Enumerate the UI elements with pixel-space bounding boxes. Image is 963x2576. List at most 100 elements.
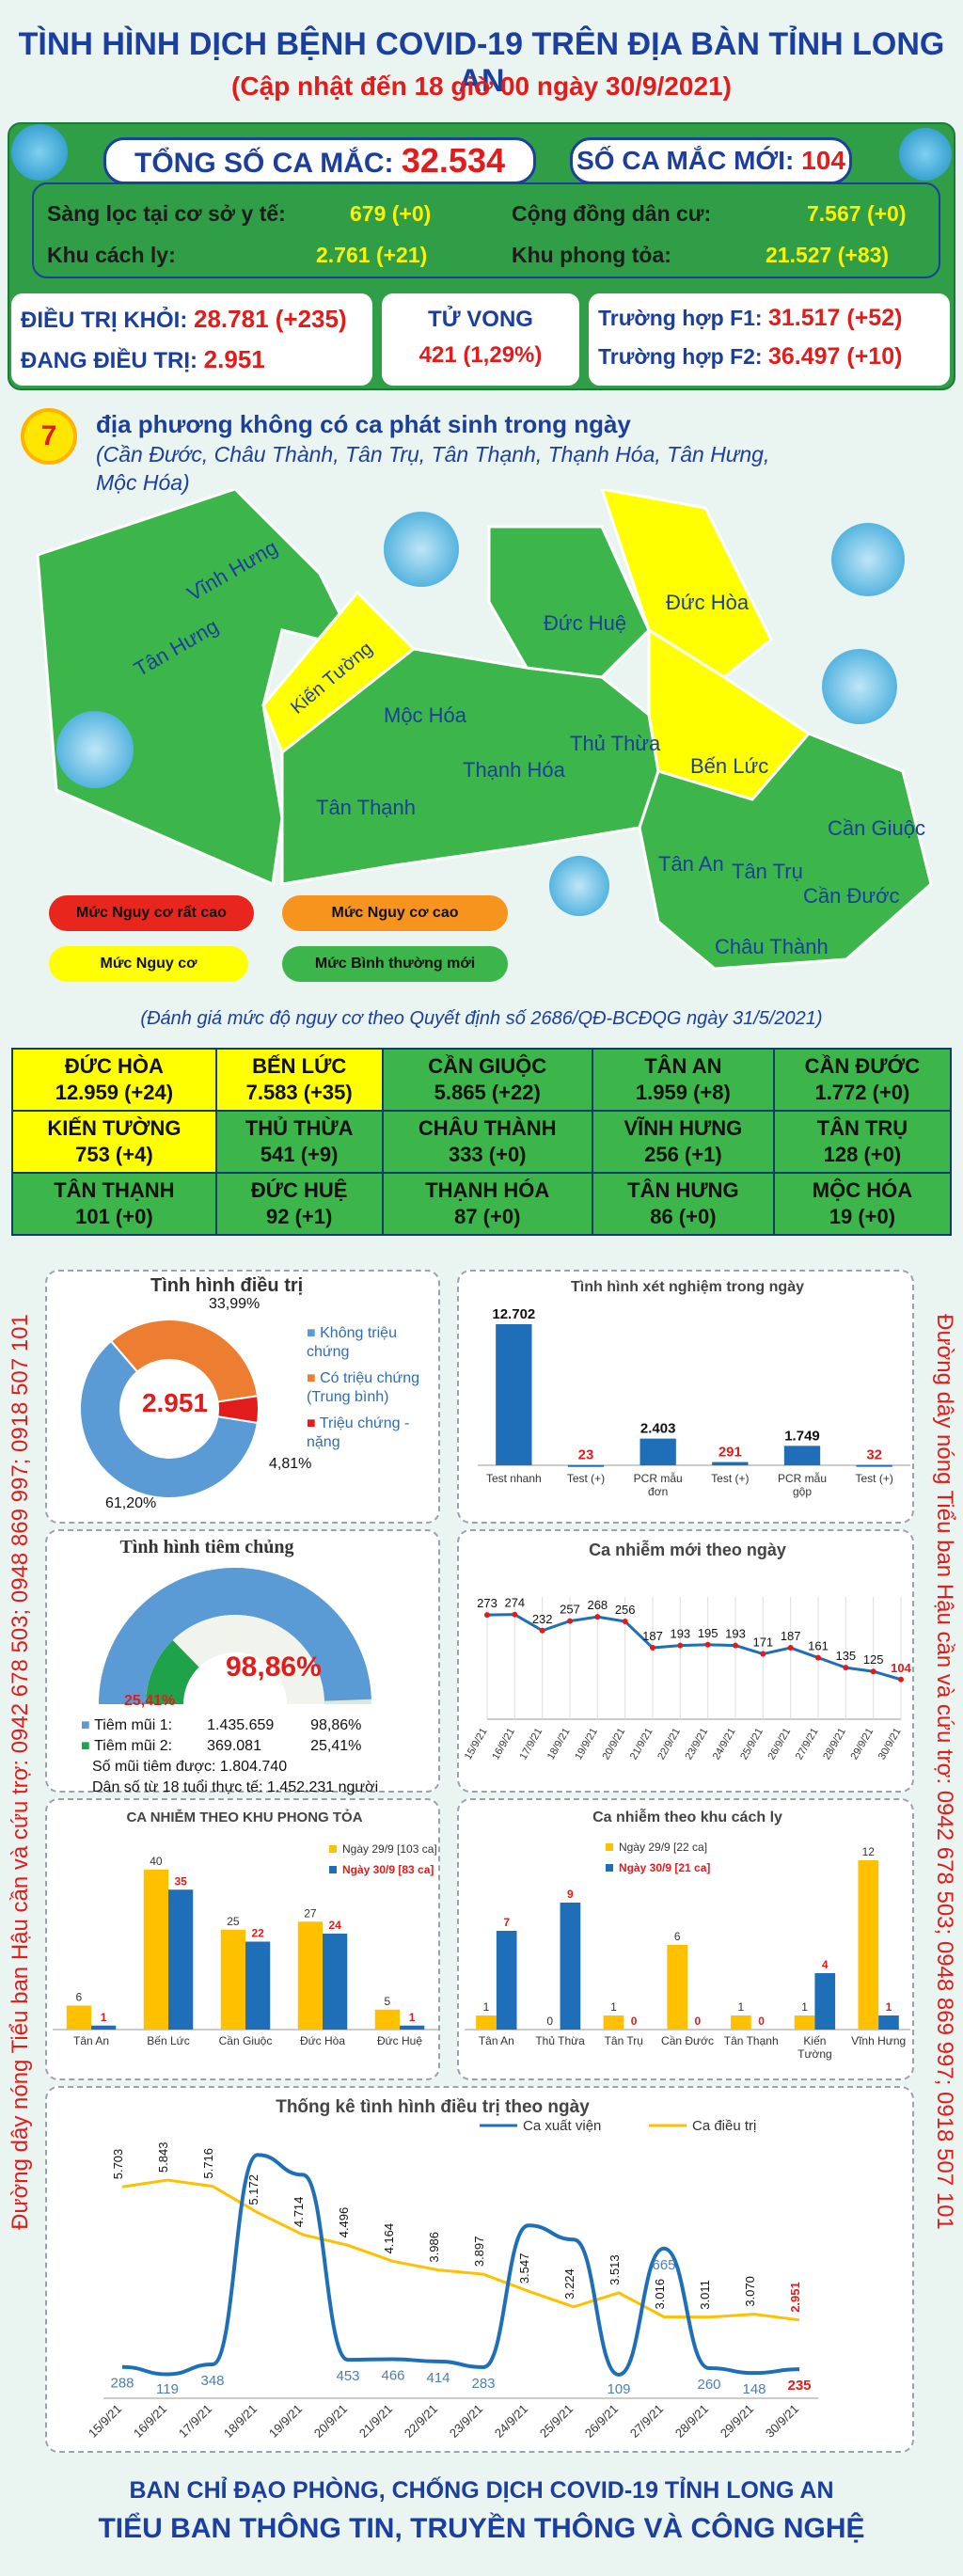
- new-cases-card: Ca nhiễm mới theo ngày 273 15/9/21 274 16/9…: [457, 1529, 914, 1793]
- death-label: TỬ VONG: [428, 307, 533, 332]
- bar: [323, 1934, 348, 2030]
- data-label: 2.403: [640, 1421, 676, 1437]
- vaccine-row: ■ Tiêm mũi 2: 369.081 25,41%: [81, 1736, 438, 1757]
- bar: [220, 1929, 245, 2030]
- donut-legend: ■ Không triệu chứng ■ Có triệu chứng (Tr…: [307, 1324, 438, 1452]
- donut-chart: [79, 1319, 260, 1499]
- district-value: 333 (+0): [448, 1143, 527, 1166]
- tick-label: 28/9/21: [672, 2402, 711, 2441]
- data-point: [760, 1651, 766, 1657]
- footer-line-2: TIỂU BAN THÔNG TIN, TRUYỀN THÔNG VÀ CÔNG…: [98, 2513, 865, 2544]
- data-label: 5.172: [246, 2174, 260, 2205]
- bar: [567, 1464, 605, 1467]
- district-cell: TÂN THẠNH 101 (+0): [11, 1172, 217, 1236]
- bar: [712, 1462, 749, 1465]
- virus-icon: [899, 128, 952, 181]
- treating-value: 2.951: [203, 345, 265, 373]
- data-label: 3.547: [517, 2253, 531, 2284]
- legend-label: Ngày 30/9 [83 ca]: [342, 1863, 434, 1876]
- donut-label: 33,99%: [209, 1296, 260, 1312]
- donut-center-value: 2.951: [141, 1388, 209, 1417]
- chart-title: Tình hình điều trị: [150, 1275, 304, 1296]
- data-point: [815, 1654, 821, 1661]
- data-label: 3.224: [562, 2268, 576, 2299]
- no-new-text: địa phương không có ca phát sinh trong n…: [96, 410, 631, 438]
- dose-label: Tiêm mũi 2:: [94, 1738, 173, 1754]
- data-label: 195: [698, 1626, 718, 1640]
- data-label: 5.716: [201, 2148, 215, 2179]
- data-label: 27: [304, 1906, 317, 1920]
- data-label: 0: [546, 2015, 553, 2028]
- legend-label: Ngày 29/9 [22 ca]: [619, 1841, 707, 1854]
- data-label: 161: [808, 1639, 829, 1653]
- district-cell: ĐỨC HÒA 12.959 (+24): [11, 1048, 217, 1112]
- legend-swatch: [329, 1845, 337, 1853]
- data-label: 5: [385, 1995, 391, 2008]
- recovered-label: ĐIỀU TRỊ KHỎI:: [21, 308, 188, 333]
- tick-label: 30/9/21: [876, 1727, 904, 1762]
- treating-label: ĐANG ĐIỀU TRỊ:: [21, 348, 197, 373]
- new-cases-chart: 273 15/9/21 274 16/9/21 232 17/9/21 257 18/9/21…: [463, 1596, 912, 1762]
- virus-icon: [384, 512, 459, 587]
- tick-label: 22/9/21: [655, 1727, 683, 1762]
- lockdown-card: CA NHIỄM THEO KHU PHONG TỎA 6 40 25 27 5 Ngày…: [45, 1798, 440, 2080]
- tick-label: 21/9/21: [628, 1727, 655, 1762]
- legend-swatch: [606, 1843, 613, 1851]
- tick-label: 27/9/21: [794, 1727, 821, 1762]
- data-label: 4: [822, 1958, 829, 1971]
- district-cell: CHÂU THÀNH 333 (+0): [381, 1110, 593, 1174]
- bar: [168, 1889, 194, 2030]
- chart-title: Ca nhiễm mới theo ngày: [589, 1541, 786, 1559]
- header: TÌNH HÌNH DỊCH BỆNH COVID-19 TRÊN ĐỊA BÀ…: [0, 0, 963, 120]
- tick-label: 24/9/21: [711, 1727, 738, 1762]
- tick-label: 27/9/21: [627, 2402, 666, 2441]
- bar: [297, 1921, 323, 2030]
- bar: [858, 1860, 879, 2030]
- data-label: 3.897: [472, 2236, 486, 2268]
- data-label: 1: [886, 2000, 892, 2014]
- bar: [91, 2025, 117, 2030]
- district-name: TÂN HƯNG: [627, 1178, 739, 1202]
- total-cases-value: 32.534: [401, 141, 505, 180]
- tick-label: Vĩnh Hưng: [851, 2034, 906, 2047]
- hotline-left: Đường dây nóng Tiểu ban Hậu cần và cứu t…: [8, 1314, 33, 2230]
- data-point: [484, 1612, 490, 1619]
- dose-pct: 25,41%: [310, 1738, 362, 1754]
- tick-label: 15/9/21: [86, 2402, 124, 2441]
- district-value: 101 (+0): [75, 1205, 153, 1228]
- district-cell: CẦN GIUỘC 5.865 (+22): [381, 1048, 593, 1112]
- vaccine-gauge: [99, 1568, 371, 1704]
- data-label: 3.011: [698, 2280, 712, 2310]
- tick-label: 20/9/21: [311, 2402, 350, 2441]
- district-name: MỘC HÓA: [812, 1178, 913, 1202]
- virus-icon: [549, 856, 609, 916]
- stat-value: 2.761 (+21): [316, 243, 428, 267]
- vaccine-card: Tình hình tiêm chủng 98,86% 25,41% ■ Tiê…: [45, 1529, 440, 1795]
- tick-label: Kiến: [803, 2034, 826, 2047]
- data-label: 283: [471, 2376, 495, 2392]
- map-label: Thạnh Hóa: [463, 758, 565, 782]
- data-label: 187: [781, 1629, 801, 1643]
- data-point: [704, 1641, 711, 1648]
- bar: [731, 2015, 751, 2030]
- data-point: [898, 1676, 904, 1683]
- district-cell: BẾN LỨC 7.583 (+35): [214, 1048, 384, 1112]
- data-label: 193: [725, 1627, 746, 1641]
- district-name: CHÂU THÀNH: [418, 1116, 557, 1140]
- bar: [476, 2015, 497, 2030]
- legend-label: Ca điều trị: [692, 2118, 756, 2134]
- data-label: 1: [801, 2000, 808, 2014]
- data-label: 135: [835, 1649, 856, 1663]
- data-label: 291: [718, 1445, 742, 1461]
- stat-label: Khu phong tỏa:: [512, 243, 671, 267]
- data-label: 25: [227, 1915, 240, 1928]
- donut-label: 4,81%: [269, 1456, 312, 1472]
- gauge-dose-2: [146, 1639, 199, 1704]
- data-label: 1: [610, 2000, 617, 2014]
- pop-label: Dân số từ 18 tuổi thực tế:: [92, 1779, 263, 1795]
- vaccine-row: ■ Tiêm mũi 1: 1.435.659 98,86%: [81, 1715, 438, 1736]
- data-label: 12.702: [492, 1306, 535, 1322]
- pop-value: 1.452.231 người: [266, 1779, 379, 1795]
- data-label: 274: [504, 1596, 525, 1610]
